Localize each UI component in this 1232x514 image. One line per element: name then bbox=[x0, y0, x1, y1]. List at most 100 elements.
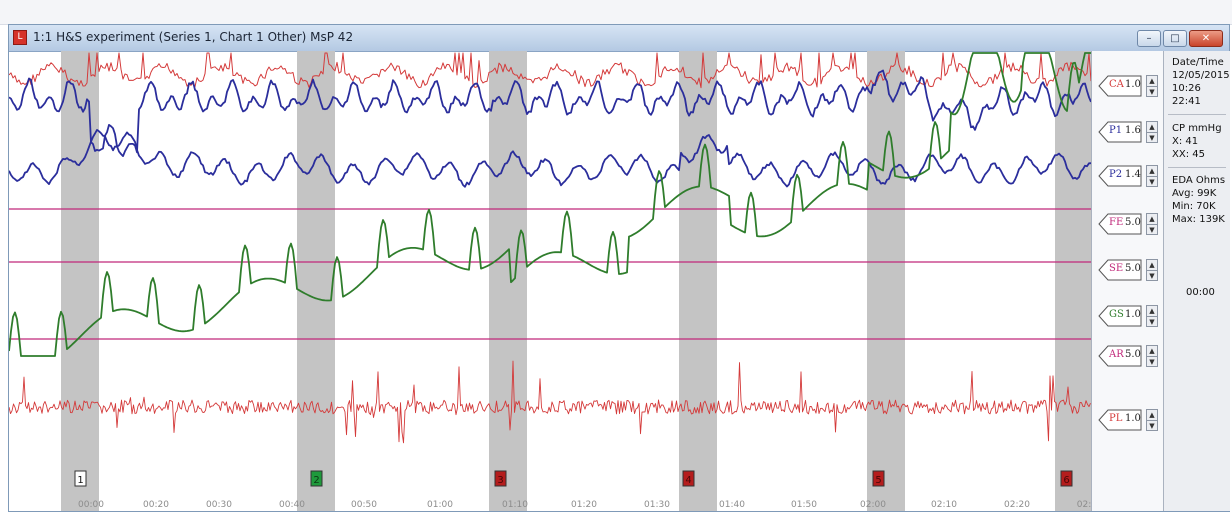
clock-readout: 00:00 bbox=[1186, 287, 1215, 298]
spin-down-icon[interactable]: ▼ bbox=[1149, 422, 1155, 430]
time-tick-label: 01:00 bbox=[427, 500, 453, 510]
trace-p1 bbox=[9, 69, 1091, 157]
maximize-button[interactable]: □ bbox=[1163, 30, 1187, 47]
trace-gs bbox=[9, 52, 1091, 357]
question-marker[interactable] bbox=[310, 470, 323, 487]
scale-stepper[interactable]: ▲ ▼ bbox=[1146, 305, 1158, 327]
title-bar[interactable]: L 1:1 H&S experiment (Series 1, Chart 1 … bbox=[9, 25, 1229, 52]
channel-tag[interactable]: CA 1.0 bbox=[1098, 75, 1142, 97]
app-icon: L bbox=[13, 30, 27, 45]
spin-down-icon[interactable]: ▼ bbox=[1149, 178, 1155, 186]
channel-tag[interactable]: PL 1.0 bbox=[1098, 409, 1142, 431]
scale-stepper[interactable]: ▲ ▼ bbox=[1146, 75, 1158, 97]
window-title: 1:1 H&S experiment (Series 1, Chart 1 Ot… bbox=[33, 30, 354, 44]
spin-down-icon[interactable]: ▼ bbox=[1149, 272, 1155, 280]
channel-name: FE bbox=[1109, 217, 1124, 228]
question-band bbox=[297, 51, 335, 511]
time-tick-label: 00:40 bbox=[279, 500, 305, 510]
channel-tag[interactable]: FE 5.0 bbox=[1098, 213, 1142, 235]
date-value: 12/05/2015 bbox=[1172, 70, 1230, 81]
question-band bbox=[61, 51, 99, 511]
question-marker[interactable] bbox=[872, 470, 885, 487]
channel-scale: 1.4 bbox=[1125, 169, 1141, 180]
time-tick-label: 00:00 bbox=[78, 500, 104, 510]
close-button[interactable]: ✕ bbox=[1189, 30, 1223, 47]
channel-scale: 5.0 bbox=[1125, 263, 1141, 274]
time-tick-label: 01:40 bbox=[719, 500, 745, 510]
scale-stepper[interactable]: ▲ ▼ bbox=[1146, 259, 1158, 281]
channel-tag[interactable]: GS 1.0 bbox=[1098, 305, 1142, 327]
channel-gs[interactable]: GS 1.0 ▲ ▼ bbox=[1098, 305, 1160, 329]
spin-down-icon[interactable]: ▼ bbox=[1149, 134, 1155, 142]
scale-stepper[interactable]: ▲ ▼ bbox=[1146, 165, 1158, 187]
spin-up-icon[interactable]: ▲ bbox=[1147, 76, 1157, 87]
question-band bbox=[867, 51, 905, 511]
top-strip bbox=[0, 0, 1232, 25]
channel-tag[interactable]: SE 5.0 bbox=[1098, 259, 1142, 281]
time-tick-label: 02:10 bbox=[931, 500, 957, 510]
channel-p1[interactable]: P1 1.6 ▲ ▼ bbox=[1098, 121, 1160, 145]
channel-se[interactable]: SE 5.0 ▲ ▼ bbox=[1098, 259, 1160, 283]
spin-down-icon[interactable]: ▼ bbox=[1149, 88, 1155, 96]
info-panel: Date/Time 12/05/2015 10:26 22:41 CP mmHg… bbox=[1163, 51, 1230, 511]
trace-pl bbox=[9, 360, 1091, 444]
spin-down-icon[interactable]: ▼ bbox=[1149, 226, 1155, 234]
question-marker-label: 3 bbox=[497, 475, 503, 486]
spin-up-icon[interactable]: ▲ bbox=[1147, 306, 1157, 317]
question-marker[interactable] bbox=[1060, 470, 1073, 487]
eda-label: EDA Ohms bbox=[1172, 175, 1226, 186]
elapsed-time: 22:41 bbox=[1172, 96, 1201, 107]
chart-window: L 1:1 H&S experiment (Series 1, Chart 1 … bbox=[8, 24, 1230, 512]
spin-up-icon[interactable]: ▲ bbox=[1147, 166, 1157, 177]
channel-scale: 1.0 bbox=[1125, 79, 1141, 90]
question-marker[interactable] bbox=[494, 470, 507, 487]
divider bbox=[1168, 114, 1226, 115]
time-tick-label: 01:20 bbox=[571, 500, 597, 510]
divider bbox=[1168, 167, 1226, 168]
eda-avg: Avg: 99K bbox=[1172, 188, 1217, 199]
time-tick-label: 01:50 bbox=[791, 500, 817, 510]
channel-ca[interactable]: CA 1.0 ▲ ▼ bbox=[1098, 75, 1160, 99]
spin-up-icon[interactable]: ▲ bbox=[1147, 346, 1157, 357]
question-marker[interactable] bbox=[682, 470, 695, 487]
cp-label: CP mmHg bbox=[1172, 123, 1222, 134]
spin-up-icon[interactable]: ▲ bbox=[1147, 214, 1157, 225]
channel-scale: 1.0 bbox=[1125, 309, 1141, 320]
channel-scale: 5.0 bbox=[1125, 217, 1141, 228]
spin-up-icon[interactable]: ▲ bbox=[1147, 260, 1157, 271]
channel-tag[interactable]: P1 1.6 bbox=[1098, 121, 1142, 143]
question-band bbox=[489, 51, 527, 511]
scale-stepper[interactable]: ▲ ▼ bbox=[1146, 409, 1158, 431]
channel-p2[interactable]: P2 1.4 ▲ ▼ bbox=[1098, 165, 1160, 189]
scale-stepper[interactable]: ▲ ▼ bbox=[1146, 213, 1158, 235]
channel-scale: 1.0 bbox=[1125, 413, 1141, 424]
minimize-button[interactable]: – bbox=[1137, 30, 1161, 47]
spin-down-icon[interactable]: ▼ bbox=[1149, 318, 1155, 326]
question-marker-label: 2 bbox=[313, 475, 319, 486]
channel-name: P1 bbox=[1109, 125, 1123, 136]
time-tick-label: 02:20 bbox=[1004, 500, 1030, 510]
time-tick-label: 02: bbox=[1077, 500, 1091, 510]
time-tick-label: 01:30 bbox=[644, 500, 670, 510]
spin-up-icon[interactable]: ▲ bbox=[1147, 122, 1157, 133]
channel-tag[interactable]: AR 5.0 bbox=[1098, 345, 1142, 367]
question-marker-label: 6 bbox=[1063, 475, 1069, 486]
scale-stepper[interactable]: ▲ ▼ bbox=[1146, 121, 1158, 143]
channel-pl[interactable]: PL 1.0 ▲ ▼ bbox=[1098, 409, 1160, 433]
channel-ar[interactable]: AR 5.0 ▲ ▼ bbox=[1098, 345, 1160, 369]
time-tick-label: 00:20 bbox=[143, 500, 169, 510]
time-tick-label: 02:00 bbox=[860, 500, 886, 510]
question-marker[interactable] bbox=[74, 470, 87, 487]
cp-x: X: 41 bbox=[1172, 136, 1199, 147]
channel-name: AR bbox=[1109, 349, 1124, 360]
spin-down-icon[interactable]: ▼ bbox=[1149, 358, 1155, 366]
spin-up-icon[interactable]: ▲ bbox=[1147, 410, 1157, 421]
question-marker-label: 4 bbox=[685, 475, 691, 486]
channel-tag[interactable]: P2 1.4 bbox=[1098, 165, 1142, 187]
channel-fe[interactable]: FE 5.0 ▲ ▼ bbox=[1098, 213, 1160, 237]
scale-stepper[interactable]: ▲ ▼ bbox=[1146, 345, 1158, 367]
channel-name: CA bbox=[1109, 79, 1124, 90]
polygraph-chart[interactable]: 1 2 3 4 5 6 00:00 00:20 00:30 00:40 00:50 01:00 01:… bbox=[9, 51, 1091, 511]
channel-name: GS bbox=[1109, 309, 1124, 320]
cp-xx: XX: 45 bbox=[1172, 149, 1205, 160]
